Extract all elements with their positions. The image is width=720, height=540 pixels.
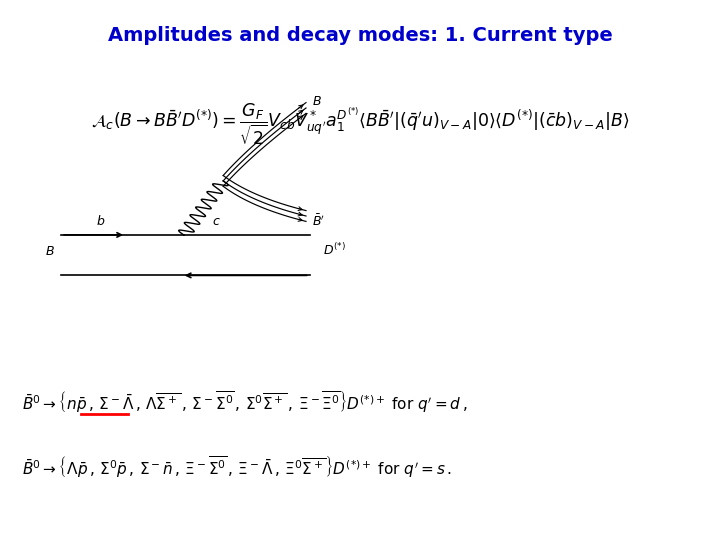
Text: $c$: $c$ [212,215,220,228]
Text: $B$: $B$ [312,95,322,109]
Text: $b$: $b$ [96,214,105,228]
Text: $B$: $B$ [45,245,55,259]
Text: $\bar{B}^0 \to \left\{n\bar{p}\,,\, \Sigma^-\bar{\Lambda}\,,\, \Lambda\overline{: $\bar{B}^0 \to \left\{n\bar{p}\,,\, \Sig… [22,389,467,415]
Text: $\mathcal{A}_c(B \to B\bar{B}'D^{(*)}) = \dfrac{G_F}{\sqrt{2}} V_{cb} V^*_{uq'} : $\mathcal{A}_c(B \to B\bar{B}'D^{(*)}) =… [91,102,629,147]
Text: $\bar{B}^0 \to \left\{\Lambda\bar{p}\,,\, \Sigma^0\bar{p}\,,\, \Sigma^-\bar{n}\,: $\bar{B}^0 \to \left\{\Lambda\bar{p}\,,\… [22,454,451,480]
Text: $\bar{B}'$: $\bar{B}'$ [312,213,325,229]
Text: Amplitudes and decay modes: 1. Current type: Amplitudes and decay modes: 1. Current t… [107,25,613,45]
Text: $D^{(*)}$: $D^{(*)}$ [323,242,346,259]
